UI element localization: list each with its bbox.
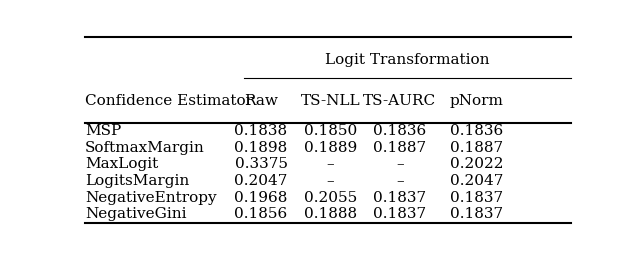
Text: Confidence Estimator: Confidence Estimator bbox=[85, 94, 253, 108]
Text: 0.1837: 0.1837 bbox=[373, 207, 426, 222]
Text: 0.1887: 0.1887 bbox=[373, 141, 426, 155]
Text: –: – bbox=[326, 174, 334, 188]
Text: 0.3375: 0.3375 bbox=[234, 158, 287, 171]
Text: NegativeEntropy: NegativeEntropy bbox=[85, 191, 216, 205]
Text: 0.1837: 0.1837 bbox=[373, 191, 426, 205]
Text: 0.1888: 0.1888 bbox=[304, 207, 357, 222]
Text: LogitsMargin: LogitsMargin bbox=[85, 174, 189, 188]
Text: 0.1837: 0.1837 bbox=[450, 207, 504, 222]
Text: 0.2055: 0.2055 bbox=[304, 191, 357, 205]
Text: 0.1968: 0.1968 bbox=[234, 191, 288, 205]
Text: 0.1836: 0.1836 bbox=[450, 124, 504, 138]
Text: pNorm: pNorm bbox=[450, 94, 504, 108]
Text: 0.2047: 0.2047 bbox=[234, 174, 288, 188]
Text: MaxLogit: MaxLogit bbox=[85, 158, 158, 171]
Text: Raw: Raw bbox=[244, 94, 278, 108]
Text: 0.1898: 0.1898 bbox=[234, 141, 287, 155]
Text: 0.2022: 0.2022 bbox=[450, 158, 504, 171]
Text: –: – bbox=[396, 174, 404, 188]
Text: 0.1856: 0.1856 bbox=[234, 207, 287, 222]
Text: 0.1837: 0.1837 bbox=[450, 191, 504, 205]
Text: NegativeGini: NegativeGini bbox=[85, 207, 186, 222]
Text: 0.1838: 0.1838 bbox=[234, 124, 287, 138]
Text: MSP: MSP bbox=[85, 124, 121, 138]
Text: TS-AURC: TS-AURC bbox=[364, 94, 436, 108]
Text: TS-NLL: TS-NLL bbox=[301, 94, 360, 108]
Text: –: – bbox=[396, 158, 404, 171]
Text: 0.1887: 0.1887 bbox=[450, 141, 504, 155]
Text: 0.1836: 0.1836 bbox=[373, 124, 426, 138]
Text: Logit Transformation: Logit Transformation bbox=[325, 52, 490, 67]
Text: 0.1850: 0.1850 bbox=[304, 124, 357, 138]
Text: 0.1889: 0.1889 bbox=[304, 141, 357, 155]
Text: –: – bbox=[326, 158, 334, 171]
Text: SoftmaxMargin: SoftmaxMargin bbox=[85, 141, 205, 155]
Text: 0.2047: 0.2047 bbox=[450, 174, 504, 188]
